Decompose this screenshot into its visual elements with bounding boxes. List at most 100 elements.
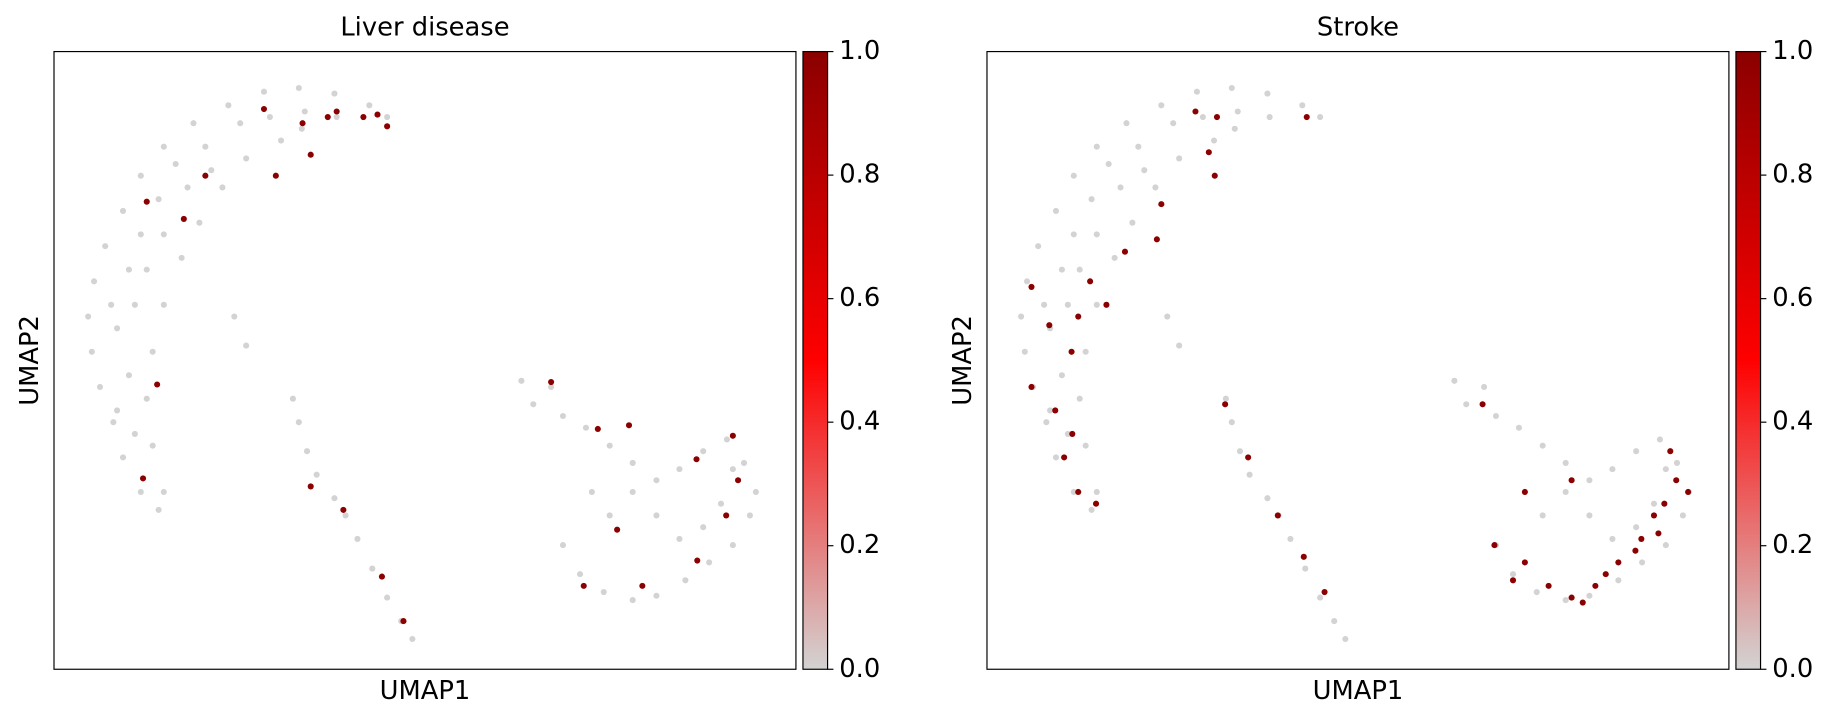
point <box>110 419 117 426</box>
point <box>1317 113 1324 121</box>
point <box>1153 236 1160 243</box>
point <box>1192 108 1199 115</box>
point <box>137 172 144 179</box>
point <box>1023 278 1031 285</box>
point <box>149 442 156 449</box>
point <box>1070 231 1077 238</box>
point <box>1211 172 1218 179</box>
point <box>1662 466 1669 473</box>
point <box>1058 372 1065 379</box>
point <box>366 102 373 109</box>
colorbar-tick-label: 0.0 <box>1772 654 1813 684</box>
point <box>1451 377 1458 384</box>
point <box>606 512 613 519</box>
point <box>1317 594 1324 601</box>
point <box>1093 143 1100 150</box>
point <box>155 196 162 203</box>
point <box>208 167 215 174</box>
chart-title: Stroke <box>1317 13 1399 43</box>
point <box>333 108 340 115</box>
point <box>1041 301 1048 308</box>
plot-area <box>1018 84 1692 643</box>
point <box>1103 301 1110 308</box>
point <box>1052 454 1060 461</box>
point <box>137 488 144 496</box>
point <box>119 207 127 214</box>
x-axis-label: UMAP1 <box>1313 676 1404 706</box>
point <box>154 381 161 388</box>
colorbar-tick-label: 1.0 <box>839 36 880 66</box>
point <box>91 278 98 285</box>
point <box>324 113 331 121</box>
point <box>1228 84 1235 92</box>
point <box>1509 577 1517 584</box>
point <box>735 477 742 484</box>
point <box>1052 207 1060 214</box>
point <box>1043 419 1050 426</box>
point <box>243 342 250 349</box>
point <box>1068 348 1075 355</box>
point <box>653 592 660 599</box>
point <box>143 198 150 205</box>
point <box>1633 524 1640 531</box>
point <box>114 407 121 414</box>
point <box>740 459 748 466</box>
point <box>1046 322 1053 329</box>
point <box>1228 419 1235 426</box>
point <box>1492 412 1499 420</box>
point <box>1655 530 1662 537</box>
point <box>1087 278 1094 285</box>
y-axis-label: UMAP2 <box>15 315 45 406</box>
point <box>653 477 660 484</box>
point <box>576 571 584 578</box>
point <box>1342 635 1349 643</box>
point <box>384 113 391 121</box>
point <box>1236 448 1244 455</box>
point <box>272 172 279 179</box>
point <box>190 120 197 127</box>
point <box>131 430 138 437</box>
point <box>1070 488 1077 496</box>
point <box>374 111 381 118</box>
point <box>307 483 314 490</box>
point <box>1088 196 1095 203</box>
point <box>1075 313 1082 320</box>
point <box>1052 407 1059 414</box>
point <box>225 102 232 109</box>
point <box>160 488 167 496</box>
point <box>530 401 537 408</box>
point <box>746 512 753 519</box>
point <box>629 597 636 604</box>
point <box>1539 512 1546 519</box>
point <box>1639 559 1646 566</box>
point <box>333 113 340 121</box>
point <box>1070 172 1077 179</box>
point <box>614 526 621 533</box>
point <box>1321 588 1328 596</box>
point <box>1579 599 1586 606</box>
point <box>1111 254 1118 261</box>
colorbar-tick-label: 0.8 <box>1772 160 1813 190</box>
point <box>723 436 730 443</box>
plot-area <box>85 84 759 643</box>
point <box>1069 430 1076 437</box>
point <box>1158 102 1165 109</box>
point <box>1135 143 1142 150</box>
point <box>1028 383 1035 391</box>
point <box>1661 500 1668 507</box>
point <box>295 419 302 426</box>
point <box>1105 160 1112 168</box>
point <box>155 506 162 513</box>
point <box>1058 266 1065 273</box>
point <box>1158 201 1165 208</box>
point <box>260 88 268 95</box>
point <box>1176 155 1183 162</box>
point <box>184 184 191 191</box>
point <box>307 151 314 158</box>
x-axis-label: UMAP1 <box>380 676 471 706</box>
point <box>202 172 209 179</box>
point <box>172 160 179 168</box>
point <box>1656 436 1663 443</box>
point <box>588 488 595 496</box>
point <box>1093 301 1100 308</box>
